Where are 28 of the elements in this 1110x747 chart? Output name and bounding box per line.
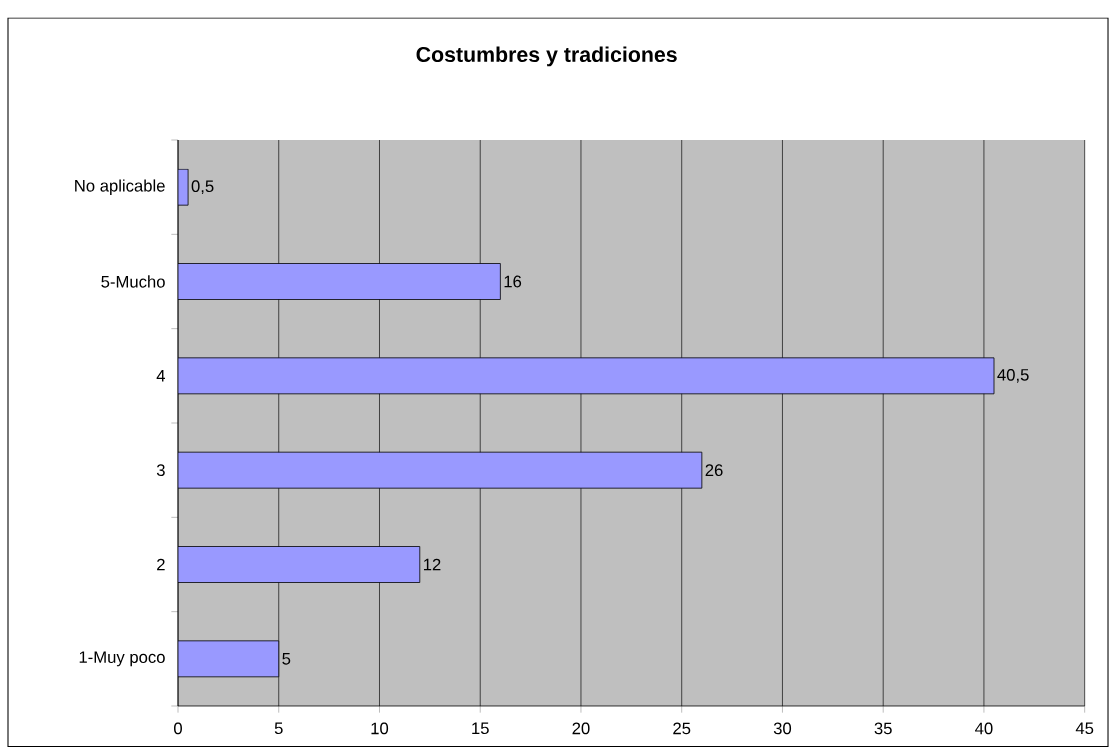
x-tick-label: 35: [874, 722, 892, 735]
y-tick-label: No aplicable: [75, 179, 165, 195]
x-tick-label: 5: [274, 722, 283, 735]
data-label: 12: [423, 558, 441, 571]
bar: [178, 263, 501, 300]
chart-title: Costumbres y tradiciones: [416, 46, 677, 67]
bar: [178, 451, 703, 489]
data-label: 0,5: [191, 180, 214, 195]
y-tick-label: 1-Muy poco: [79, 651, 165, 667]
x-tick-label: 10: [371, 722, 389, 735]
data-label: 16: [504, 275, 522, 288]
data-label: 5: [282, 653, 291, 665]
bar: [178, 546, 421, 583]
x-tick-label: 30: [773, 722, 792, 735]
x-tick-label: 15: [472, 722, 489, 735]
x-tick-label: 25: [673, 722, 691, 735]
x-tick-label: 45: [1075, 722, 1094, 735]
y-tick-label: 3: [156, 464, 165, 477]
data-label: 26: [705, 464, 723, 477]
x-tick-label: 0: [174, 722, 182, 735]
x-tick-label: 20: [572, 722, 590, 735]
bar: [178, 357, 995, 395]
bar: [178, 640, 280, 678]
y-tick-label: 2: [157, 558, 165, 571]
x-tick-label: 40: [975, 722, 993, 735]
y-tick-label: 4: [156, 370, 166, 382]
y-tick-label: 5-Mucho: [101, 275, 165, 288]
data-label: 40,5: [997, 368, 1029, 383]
